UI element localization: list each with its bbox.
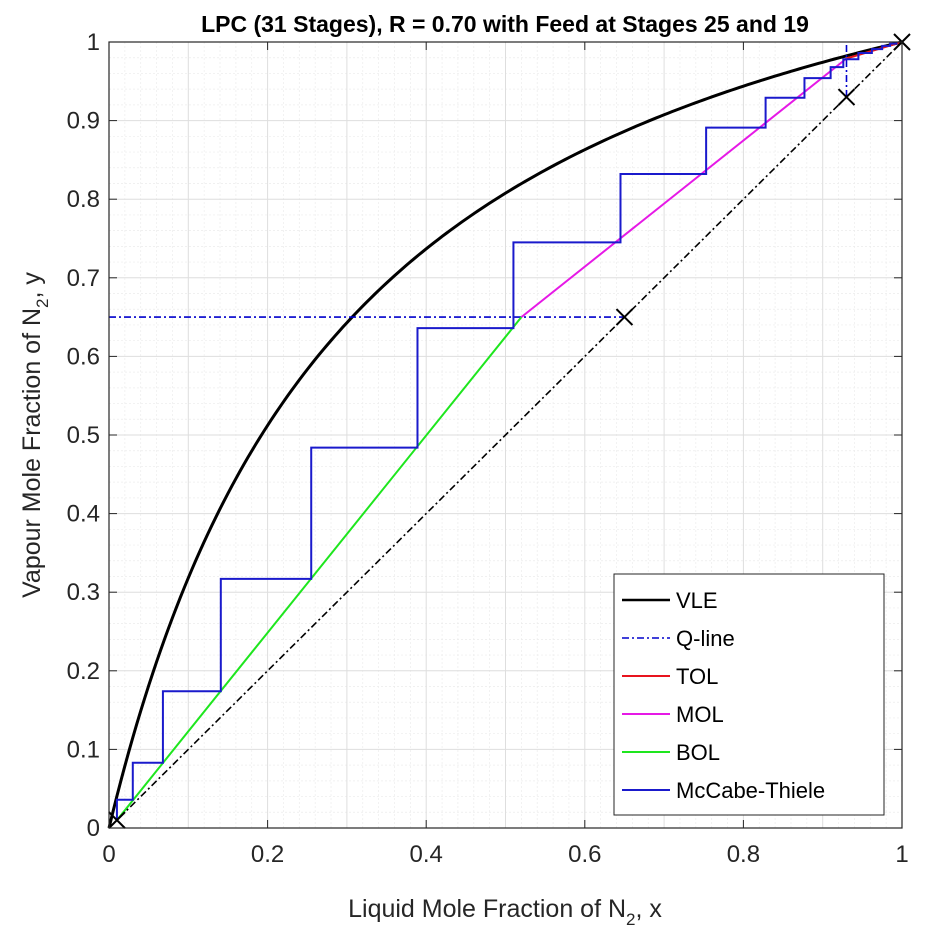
x-tick-label: 0.8 — [727, 841, 760, 868]
series-tol — [846, 41, 903, 60]
x-axis-label-subscript: 2 — [626, 910, 635, 929]
y-axis-label-prefix: Vapour Mole Fraction of N — [18, 308, 46, 598]
legend-label-vle: VLE — [676, 588, 718, 613]
y-axis-label-subscript: 2 — [33, 298, 52, 307]
series-vle — [107, 40, 903, 829]
y-tick-label: 0.1 — [67, 736, 100, 763]
diagonal-line — [108, 41, 903, 829]
series-bol — [116, 316, 523, 821]
x-marker — [837, 88, 856, 106]
series-mol — [520, 57, 848, 318]
y-tick-label: 0.9 — [67, 108, 100, 135]
x-axis-label-prefix: Liquid Mole Fraction of N — [348, 895, 626, 923]
x-tick-label: 0.6 — [568, 841, 601, 868]
y-axis-label: Vapour Mole Fraction of N2, y — [18, 272, 52, 598]
x-marker — [615, 308, 634, 326]
legend: VLE Q-line TOL MOL BOL McCabe-Thiele — [613, 573, 885, 816]
y-tick-label: 0.2 — [67, 658, 100, 685]
series-mccabe-thiele — [115, 42, 898, 821]
y-tick-label: 0.8 — [67, 186, 100, 213]
y-tick-label: 0.5 — [67, 422, 100, 449]
x-tick-label: 0 — [102, 841, 115, 868]
chart-title: LPC (31 Stages), R = 0.70 with Feed at S… — [201, 11, 809, 37]
y-axis-label-suffix: , y — [18, 272, 46, 299]
legend-label-tol: TOL — [676, 664, 718, 689]
legend-label-mol: MOL — [676, 702, 724, 727]
x-marker — [108, 811, 126, 829]
y-tick-label: 0 — [87, 815, 100, 842]
series-layer — [107, 40, 903, 829]
legend-label-mccabe-thiele: McCabe-Thiele — [676, 778, 825, 803]
x-tick-label: 0.2 — [251, 841, 284, 868]
x-axis-label: Liquid Mole Fraction of N2, x — [348, 895, 662, 929]
y-tick-label: 1 — [87, 29, 100, 56]
label-layer: 0 0.2 0.4 0.6 0.8 1 0 0.1 0.2 0.3 0.4 0.5 0.6 0.7 0.8 0… — [67, 29, 909, 868]
y-tick-label: 0.7 — [67, 265, 100, 292]
legend-label-q-line: Q-line — [676, 626, 735, 651]
legend-label-bol: BOL — [676, 740, 720, 765]
x-tick-label: 0.4 — [410, 841, 443, 868]
x-axis-label-suffix: , x — [635, 895, 662, 923]
y-tick-label: 0.6 — [67, 343, 100, 370]
x-tick-label: 1 — [895, 841, 908, 868]
tick-layer — [108, 41, 903, 829]
y-tick-label: 0.4 — [67, 501, 100, 528]
y-tick-label: 0.3 — [67, 579, 100, 606]
legend-box — [613, 573, 885, 816]
